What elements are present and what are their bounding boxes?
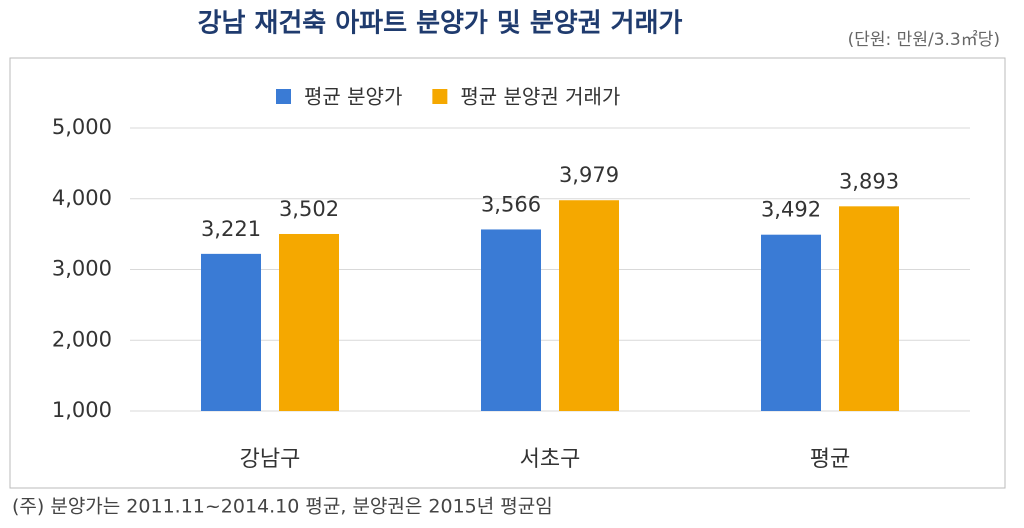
unit-note: (단원: 만원/3.3㎡당) bbox=[848, 30, 1000, 50]
bar bbox=[761, 234, 821, 411]
value-label: 3,979 bbox=[559, 163, 619, 187]
y-tick-label: 3,000 bbox=[52, 257, 112, 281]
chart-frame bbox=[9, 57, 1006, 489]
bar bbox=[481, 229, 541, 411]
value-label: 3,893 bbox=[839, 169, 899, 193]
legend-label: 평균 분양가 bbox=[304, 85, 402, 109]
value-label: 3,566 bbox=[481, 192, 541, 216]
x-tick-label: 강남구 bbox=[240, 447, 301, 472]
x-tick-label: 서초구 bbox=[520, 447, 581, 472]
bar bbox=[201, 253, 261, 411]
y-tick-label: 2,000 bbox=[52, 327, 112, 351]
legend-label: 평균 분양권 거래가 bbox=[460, 85, 620, 109]
bar bbox=[839, 206, 899, 411]
bar bbox=[279, 233, 339, 411]
y-tick-label: 1,000 bbox=[52, 398, 112, 422]
legend-swatch bbox=[432, 89, 448, 104]
footnote: (주) 분양가는 2011.11~2014.10 평균, 분양권은 2015년 … bbox=[12, 496, 553, 518]
value-label: 3,492 bbox=[761, 198, 821, 222]
y-tick-label: 4,000 bbox=[52, 186, 112, 210]
x-tick-label: 평균 bbox=[810, 447, 850, 472]
value-label: 3,221 bbox=[201, 217, 261, 241]
legend-swatch bbox=[276, 89, 291, 104]
y-tick-label: 5,000 bbox=[52, 115, 112, 139]
chart-title: 강남 재건축 아파트 분양가 및 분양권 거래가 bbox=[198, 9, 683, 39]
bar bbox=[559, 200, 619, 411]
value-label: 3,502 bbox=[279, 197, 339, 221]
